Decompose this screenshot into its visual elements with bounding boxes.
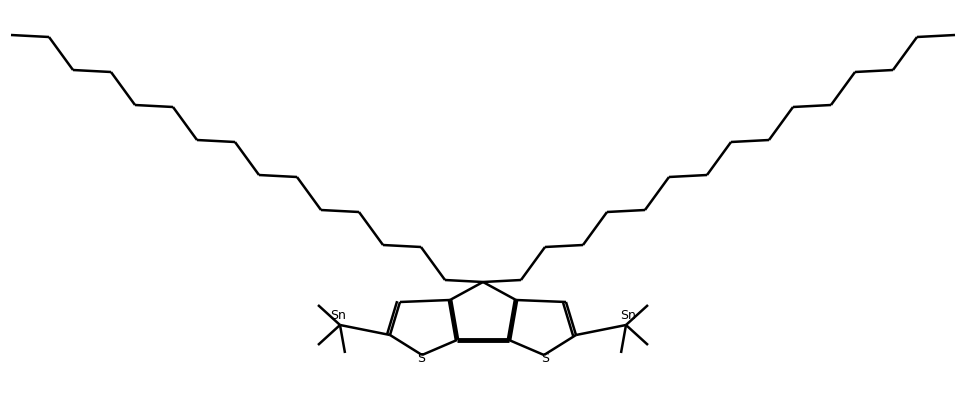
Text: S: S (417, 351, 425, 365)
Text: Sn: Sn (330, 309, 346, 322)
Text: S: S (541, 351, 549, 365)
Text: Sn: Sn (620, 309, 636, 322)
